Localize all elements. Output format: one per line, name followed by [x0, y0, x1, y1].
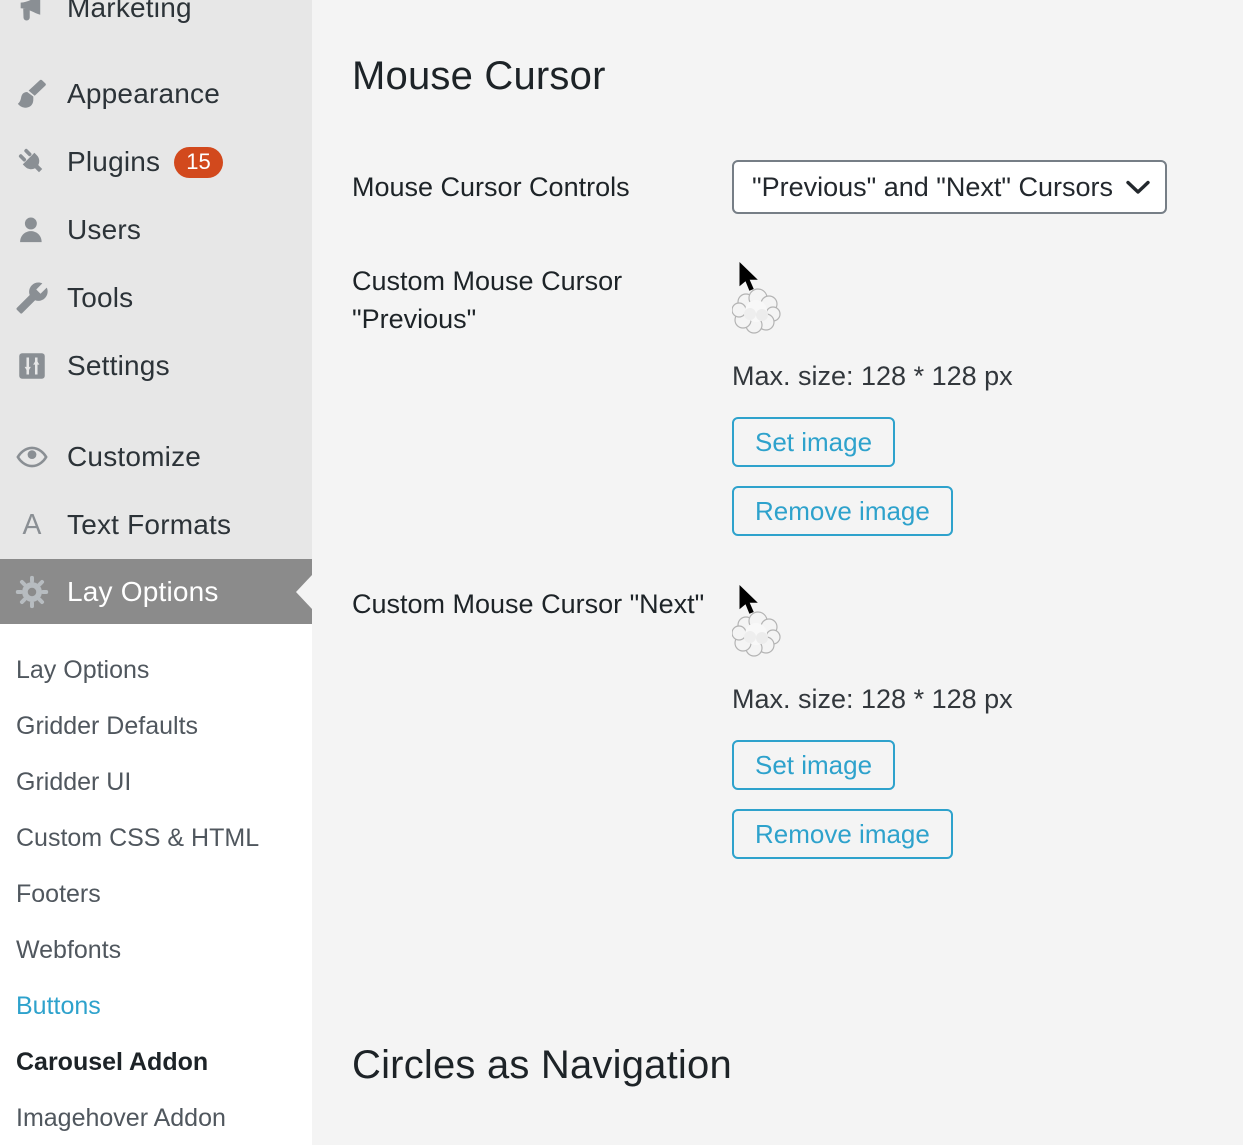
sidebar-item-label: Plugins — [67, 146, 161, 177]
submenu-item-label: Carousel Addon — [16, 1047, 209, 1076]
sidebar-item-text-formats[interactable]: A Text Formats — [0, 491, 312, 559]
submenu-item-buttons[interactable]: Buttons — [0, 978, 312, 1034]
cursor-controls-select[interactable]: "Previous" and "Next" Cursors — [732, 160, 1167, 214]
submenu-item-label: Lay Options — [16, 655, 150, 684]
next-section-title: Circles as Navigation — [352, 1043, 732, 1087]
submenu-item-custom-css-html[interactable]: Custom CSS & HTML — [0, 810, 312, 866]
chevron-down-icon — [1125, 179, 1151, 196]
sidebar-item-label: Marketing — [67, 0, 192, 23]
mouse-pointer-icon — [738, 585, 762, 620]
sidebar-item-label: Appearance — [67, 78, 221, 109]
cursor-previous-controls: Max. size: 128 * 128 px Set image Remove… — [731, 262, 1013, 536]
form-row-cursor-next: Custom Mouse Cursor "Next" Max. size: 12… — [352, 585, 1243, 859]
admin-sidebar: Marketing Appearance Plugins 15 User — [0, 0, 312, 1145]
sidebar-item-lay-options[interactable]: Lay Options — [0, 559, 312, 624]
submenu-item-label: Gridder Defaults — [16, 711, 199, 740]
cursor-next-preview-image — [731, 585, 792, 659]
cursor-previous-label: Custom Mouse Cursor "Previous" — [352, 266, 623, 334]
letter-a-icon: A — [14, 507, 50, 543]
sidebar-item-label: Users — [67, 214, 142, 245]
select-value: "Previous" and "Next" Cursors — [752, 171, 1113, 202]
cloud-puff-icon — [731, 611, 782, 664]
max-size-note: Max. size: 128 * 128 px — [732, 684, 1013, 714]
sidebar-item-marketing[interactable]: Marketing — [0, 0, 312, 42]
max-size-note: Max. size: 128 * 128 px — [732, 361, 1013, 391]
cloud-puff-icon — [731, 288, 782, 341]
eye-icon — [14, 439, 50, 475]
remove-image-button[interactable]: Remove image — [732, 486, 953, 536]
form-row-cursor-controls: Mouse Cursor Controls "Previous" and "Ne… — [352, 160, 1243, 214]
sidebar-item-users[interactable]: Users — [0, 196, 312, 264]
cursor-previous-preview-image — [731, 262, 792, 336]
svg-text:A: A — [23, 509, 42, 541]
plug-icon — [14, 144, 50, 180]
megaphone-icon — [14, 0, 50, 26]
user-icon — [14, 212, 50, 248]
submenu-item-imagehover-addon[interactable]: Imagehover Addon — [0, 1090, 312, 1145]
cursor-controls-label: Mouse Cursor Controls — [352, 172, 630, 202]
page-title: Mouse Cursor — [352, 54, 606, 98]
gear-icon — [14, 574, 50, 610]
sidebar-item-label: Tools — [67, 282, 134, 313]
wrench-icon — [14, 280, 50, 316]
submenu-item-carousel-addon[interactable]: Carousel Addon — [0, 1034, 312, 1090]
settings-panel: Mouse Cursor Mouse Cursor Controls "Prev… — [312, 0, 1243, 1145]
mouse-pointer-icon — [738, 262, 762, 297]
sidebar-item-tools[interactable]: Tools — [0, 264, 312, 332]
cursor-next-controls: Max. size: 128 * 128 px Set image Remove… — [731, 585, 1013, 859]
submenu-item-webfonts[interactable]: Webfonts — [0, 922, 312, 978]
remove-image-button[interactable]: Remove image — [732, 809, 953, 859]
submenu-item-gridder-ui[interactable]: Gridder UI — [0, 754, 312, 810]
set-image-button[interactable]: Set image — [732, 417, 896, 467]
sidebar-item-customize[interactable]: Customize — [0, 423, 312, 491]
submenu-item-label: Webfonts — [16, 935, 122, 964]
submenu-item-label: Footers — [16, 879, 101, 908]
admin-main-menu: Marketing Appearance Plugins 15 User — [0, 0, 312, 624]
sidebar-item-plugins[interactable]: Plugins 15 — [0, 128, 312, 196]
submenu-item-label: Imagehover Addon — [16, 1103, 226, 1132]
submenu-item-label: Custom CSS & HTML — [16, 823, 260, 852]
submenu-item-footers[interactable]: Footers — [0, 866, 312, 922]
form-row-cursor-previous: Custom Mouse Cursor "Previous" Max. size… — [352, 262, 1243, 536]
sidebar-item-label: Text Formats — [67, 509, 232, 540]
sidebar-item-label: Settings — [67, 350, 170, 381]
sidebar-item-label: Lay Options — [67, 575, 219, 607]
paintbrush-icon — [14, 76, 50, 112]
submenu-item-lay-options[interactable]: Lay Options — [0, 642, 312, 698]
submenu-item-label: Gridder UI — [16, 767, 132, 796]
set-image-button[interactable]: Set image — [732, 740, 896, 790]
sliders-icon — [14, 348, 50, 384]
sidebar-item-label: Customize — [67, 441, 202, 472]
lay-options-submenu: Lay Options Gridder Defaults Gridder UI … — [0, 624, 312, 1145]
submenu-item-gridder-defaults[interactable]: Gridder Defaults — [0, 698, 312, 754]
submenu-item-label: Buttons — [16, 991, 101, 1020]
cursor-next-label: Custom Mouse Cursor "Next" — [352, 589, 705, 619]
plugins-update-count-badge: 15 — [174, 146, 223, 178]
sidebar-item-settings[interactable]: Settings — [0, 332, 312, 400]
sidebar-item-appearance[interactable]: Appearance — [0, 60, 312, 128]
